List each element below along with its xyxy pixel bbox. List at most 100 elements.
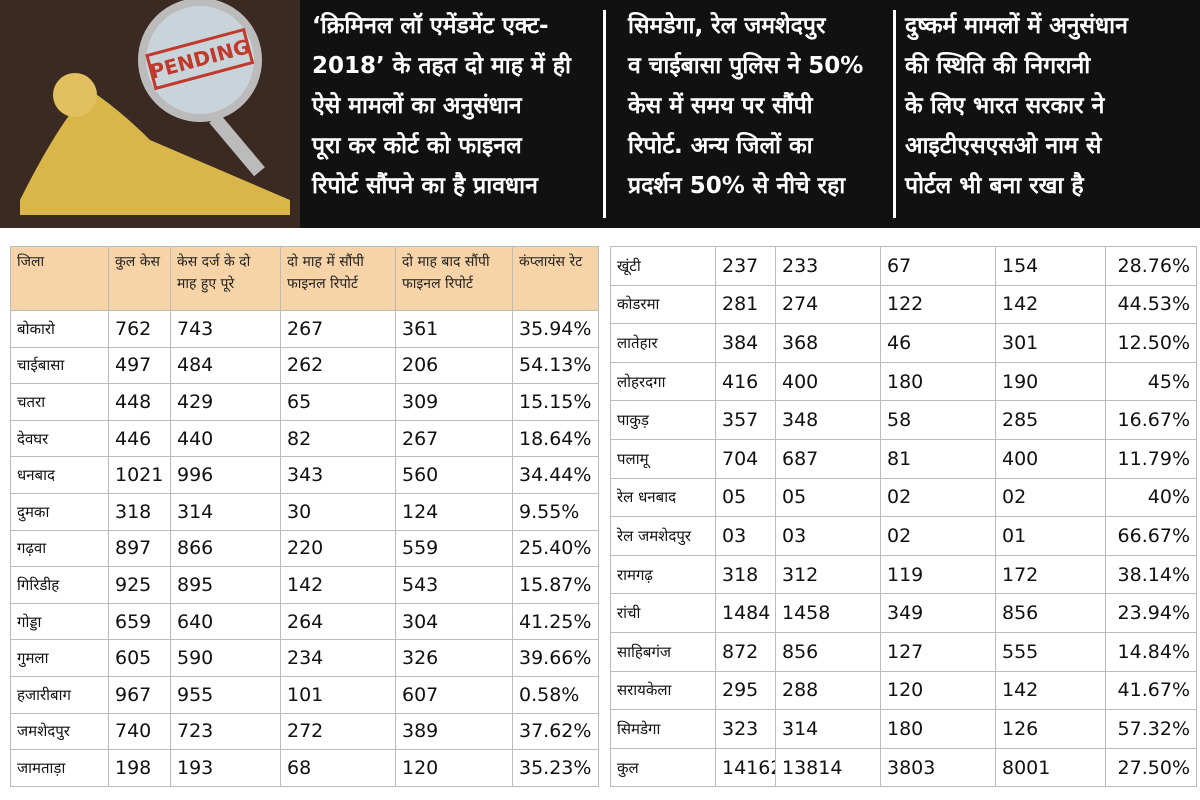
left-table: जिला कुल केस केस दर्ज के दो माह हुए पूरे दो… (10, 246, 599, 787)
value-cell: 1458 (775, 593, 881, 633)
value-cell: 1021 (108, 456, 171, 494)
table-row: पाकुड़ 357 348 58 285 16.67% (610, 400, 1197, 440)
district-cell: खूंटी (610, 246, 716, 286)
value-cell: 607 (395, 675, 513, 714)
value-cell: 897 (108, 529, 171, 568)
value-cell: 272 (280, 712, 396, 751)
table-row: चाईबासा 497 484 262 206 54.13% (10, 346, 599, 385)
value-cell: 740 (108, 712, 171, 751)
district-cell: सरायकेला (610, 670, 716, 711)
value-cell: 309 (395, 383, 513, 421)
value-cell: 687 (775, 438, 881, 479)
value-cell: 02 (880, 516, 996, 556)
value-cell: 318 (108, 492, 171, 531)
table-row: साहिबगंज 872 856 127 555 14.84% (610, 631, 1197, 672)
value-cell: 743 (170, 310, 281, 348)
value-cell: 206 (395, 346, 513, 385)
table-row: कुल14162138143803800127.50% (610, 747, 1197, 788)
headline-line: रिपोर्ट सौंपने का है प्रावधान (312, 173, 538, 199)
value-cell: 122 (880, 284, 996, 325)
value-cell: 400 (775, 361, 881, 402)
table-row: खूंटी 237 233 67 154 28.76% (610, 246, 1197, 286)
value-cell: 14162 (715, 747, 776, 788)
value-cell: 35.23% (512, 749, 599, 787)
district-cell: बोकारो (10, 310, 109, 348)
district-cell: पलामू (610, 438, 716, 479)
headline-line: दुष्कर्म मामलों में अनुसंधान (905, 13, 1128, 39)
value-cell: 872 (715, 631, 776, 672)
value-cell: 762 (108, 310, 171, 348)
district-cell: कुल (610, 747, 716, 788)
value-cell: 0.58% (512, 675, 599, 714)
value-cell: 314 (170, 492, 281, 531)
header-row: जिला कुल केस केस दर्ज के दो माह हुए पूरे दो… (10, 246, 599, 311)
value-cell: 13814 (775, 747, 881, 788)
value-cell: 11.79% (1105, 438, 1197, 479)
value-cell: 560 (395, 456, 513, 494)
value-cell: 281 (715, 284, 776, 325)
value-cell: 723 (170, 712, 281, 751)
value-cell: 25.40% (512, 529, 599, 568)
header-cell: केस दर्ज के दो माह हुए पूरे (170, 246, 281, 311)
value-cell: 856 (995, 593, 1106, 633)
value-cell: 18.64% (512, 419, 599, 458)
table-row: हजारीबाग 967 955 101 607 0.58% (10, 675, 599, 714)
table-row: गुमला 605 590 234 326 39.66% (10, 639, 599, 677)
table-row: रेल जमशेदपुर 03 03 02 01 66.67% (610, 516, 1197, 556)
value-cell: 264 (280, 602, 396, 641)
value-cell: 590 (170, 639, 281, 677)
value-cell: 955 (170, 675, 281, 714)
value-cell: 448 (108, 383, 171, 421)
headline-line: आइटीएसएसओ नाम से (905, 133, 1102, 159)
value-cell: 126 (995, 709, 1106, 749)
value-cell: 361 (395, 310, 513, 348)
value-cell: 384 (715, 323, 776, 363)
headline-block: दुष्कर्म मामलों में अनुसंधान की स्थिति की… (905, 6, 1128, 206)
value-cell: 45% (1105, 361, 1197, 402)
value-cell: 154 (995, 246, 1106, 286)
value-cell: 02 (880, 477, 996, 518)
value-cell: 28.76% (1105, 246, 1197, 286)
district-cell: चतरा (10, 383, 109, 421)
value-cell: 267 (280, 310, 396, 348)
value-cell: 82 (280, 419, 396, 458)
value-cell: 343 (280, 456, 396, 494)
table-row: सरायकेला 295 288 120 142 41.67% (610, 670, 1197, 711)
district-cell: पाकुड़ (610, 400, 716, 440)
value-cell: 67 (880, 246, 996, 286)
district-cell: गोड्डा (10, 602, 109, 641)
value-cell: 05 (715, 477, 776, 518)
value-cell: 54.13% (512, 346, 599, 385)
separator (603, 10, 606, 218)
value-cell: 357 (715, 400, 776, 440)
district-cell: देवघर (10, 419, 109, 458)
value-cell: 14.84% (1105, 631, 1197, 672)
value-cell: 416 (715, 361, 776, 402)
table-row: जमशेदपुर 740 723 272 389 37.62% (10, 712, 599, 751)
value-cell: 389 (395, 712, 513, 751)
value-cell: 288 (775, 670, 881, 711)
value-cell: 326 (395, 639, 513, 677)
value-cell: 142 (995, 670, 1106, 711)
value-cell: 198 (108, 749, 171, 787)
value-cell: 555 (995, 631, 1106, 672)
headline-block: ‘क्रिमिनल लॉ एमेंडमेंट एक्ट- 2018’ के तहत… (312, 6, 571, 206)
value-cell: 16.67% (1105, 400, 1197, 440)
value-cell: 120 (880, 670, 996, 711)
headline-line: ‘क्रिमिनल लॉ एमेंडमेंट एक्ट- (312, 13, 549, 39)
illustration: PENDING (0, 0, 300, 228)
district-cell: गिरिडीह (10, 566, 109, 604)
headline-line: 2018’ के तहत दो माह में ही (312, 53, 571, 79)
value-cell: 180 (880, 361, 996, 402)
separator (893, 10, 896, 218)
value-cell: 142 (995, 284, 1106, 325)
table-row: देवघर 446 440 82 267 18.64% (10, 419, 599, 458)
headline-line: ऐसे मामलों का अनुसंधान (312, 93, 522, 119)
value-cell: 101 (280, 675, 396, 714)
value-cell: 925 (108, 566, 171, 604)
value-cell: 65 (280, 383, 396, 421)
value-cell: 15.15% (512, 383, 599, 421)
district-cell: साहिबगंज (610, 631, 716, 672)
district-cell: लोहरदगा (610, 361, 716, 402)
